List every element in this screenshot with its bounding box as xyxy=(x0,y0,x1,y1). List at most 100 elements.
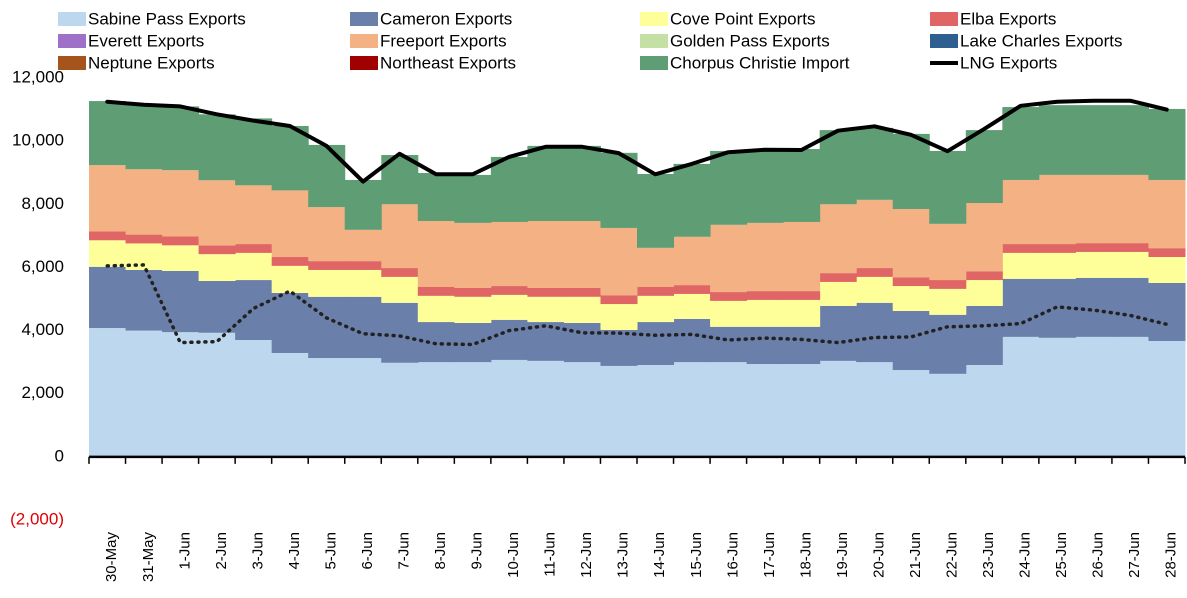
x-tick-label: 6-Jun xyxy=(359,532,376,570)
area-segment xyxy=(490,286,528,295)
area-segment xyxy=(1148,248,1186,258)
area-segment xyxy=(710,362,748,457)
area-segment xyxy=(271,352,309,457)
area-segment xyxy=(308,358,346,457)
area-segment xyxy=(454,287,492,297)
area-segment xyxy=(1002,252,1040,279)
x-tick-label: 28-Jun xyxy=(1163,532,1180,578)
area-segment xyxy=(381,302,419,363)
area-segment xyxy=(381,204,419,269)
area-segment xyxy=(344,358,382,457)
x-tick-label: 14-Jun xyxy=(651,532,668,578)
area-segment xyxy=(637,173,675,248)
y-tick-label: 6,000 xyxy=(21,257,64,276)
area-segment xyxy=(308,296,346,359)
area-segment xyxy=(235,252,273,281)
area-segment xyxy=(527,360,565,457)
area-segment xyxy=(1038,105,1076,175)
area-segment xyxy=(235,185,273,245)
area-segment xyxy=(490,359,528,457)
area-segment xyxy=(856,276,894,303)
area-segment xyxy=(271,190,309,258)
area-segment xyxy=(198,281,236,333)
area-segment xyxy=(1075,277,1113,337)
area-segment xyxy=(637,247,675,288)
area-segment xyxy=(162,106,200,171)
area-segment xyxy=(1038,252,1076,279)
area-segment xyxy=(965,130,1003,204)
legend-label: Lake Charles Exports xyxy=(960,31,1123,50)
y-tick-label: 2,000 xyxy=(21,383,64,402)
area-segment xyxy=(1038,244,1076,253)
area-segment xyxy=(89,165,127,232)
area-segment xyxy=(819,305,857,361)
area-segment xyxy=(746,149,784,223)
area-segment xyxy=(527,221,565,288)
area-segment xyxy=(710,150,748,225)
area-segment xyxy=(1111,243,1149,252)
area-segment xyxy=(600,152,638,228)
area-segment xyxy=(563,296,601,323)
area-segment xyxy=(673,163,711,237)
area-segment xyxy=(600,304,638,330)
area-segment xyxy=(308,144,346,208)
area-segment xyxy=(892,209,930,278)
area-segment xyxy=(856,199,894,269)
x-tick-label: 4-Jun xyxy=(286,532,303,570)
area-segment xyxy=(746,364,784,457)
area-segment xyxy=(1002,244,1040,253)
area-segment xyxy=(856,268,894,277)
area-segment xyxy=(125,169,163,235)
area-segment xyxy=(89,240,127,267)
area-segment xyxy=(381,362,419,457)
x-tick-label: 20-Jun xyxy=(870,532,887,578)
area-segment xyxy=(490,294,528,320)
area-segment xyxy=(381,276,419,303)
area-segment xyxy=(271,125,309,191)
area-segment xyxy=(746,299,784,327)
area-segment xyxy=(527,145,565,222)
area-segment xyxy=(892,286,930,311)
area-segment xyxy=(1148,179,1186,249)
area-segment xyxy=(1111,336,1149,457)
legend-swatch xyxy=(350,12,378,26)
legend-label: Northeast Exports xyxy=(380,53,516,72)
x-tick-label: 23-Jun xyxy=(980,532,997,578)
area-segment xyxy=(783,149,821,222)
area-segment xyxy=(710,224,748,293)
area-segment xyxy=(783,291,821,300)
area-segment xyxy=(563,221,601,288)
x-tick-label: 19-Jun xyxy=(834,532,851,578)
area-segment xyxy=(710,292,748,301)
area-segment xyxy=(417,362,455,457)
area-segment xyxy=(198,245,236,255)
x-tick-label: 2-Jun xyxy=(213,532,230,570)
area-segment xyxy=(929,288,967,315)
area-segment xyxy=(417,221,455,288)
area-segment xyxy=(600,329,638,366)
legend-label: Everett Exports xyxy=(88,31,204,50)
area-segment xyxy=(125,269,163,331)
legend-label: Sabine Pass Exports xyxy=(88,9,246,28)
area-segment xyxy=(417,322,455,363)
area-segment xyxy=(746,326,784,365)
area-segment xyxy=(125,234,163,244)
area-segment xyxy=(490,156,528,222)
area-segment xyxy=(89,101,127,166)
legend-swatch xyxy=(640,34,668,48)
area-segment xyxy=(637,295,675,323)
area-segment xyxy=(454,322,492,363)
area-segment xyxy=(965,305,1003,365)
area-segment xyxy=(454,222,492,288)
area-segment xyxy=(819,204,857,274)
y-tick-label: 8,000 xyxy=(21,194,64,213)
area-segment xyxy=(417,173,455,222)
x-tick-label: 22-Jun xyxy=(944,532,961,578)
area-segment xyxy=(600,295,638,305)
y-tick-label: 4,000 xyxy=(21,320,64,339)
x-tick-label: 8-Jun xyxy=(432,532,449,570)
area-segment xyxy=(892,277,930,287)
area-segment xyxy=(162,236,200,246)
legend-swatch xyxy=(640,56,668,70)
area-segment xyxy=(344,179,382,230)
